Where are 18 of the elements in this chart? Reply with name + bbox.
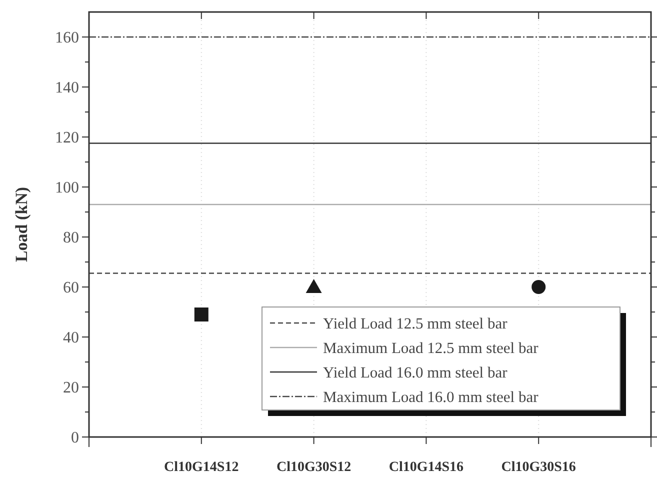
legend-label: Maximum Load 16.0 mm steel bar (323, 388, 540, 406)
legend-label: Yield Load 12.5 mm steel bar (323, 315, 508, 332)
y-tick-label: 80 (63, 230, 79, 247)
y-tick-label: 100 (55, 180, 79, 197)
y-tick-label: 120 (55, 130, 79, 147)
x-tick-label: Cl10G30S16 (501, 460, 576, 475)
y-tick-label: 140 (55, 80, 79, 97)
y-tick-label: 60 (63, 280, 79, 297)
legend-label: Yield Load 16.0 mm steel bar (323, 364, 508, 382)
x-tick-label: Cl10G14S16 (388, 460, 464, 475)
y-tick-label: 40 (63, 330, 79, 347)
y-tick-label: 20 (63, 380, 79, 397)
x-tick-label: Cl10G14S12 (164, 460, 239, 475)
x-tick-label: Cl10G30S12 (276, 460, 352, 475)
legend-label: Maximum Load 12.5 mm steel bar (323, 340, 540, 357)
y-axis-title: Load (kN) (12, 186, 31, 262)
y-tick-label: 0 (71, 430, 79, 447)
y-tick-label: 160 (55, 30, 79, 47)
